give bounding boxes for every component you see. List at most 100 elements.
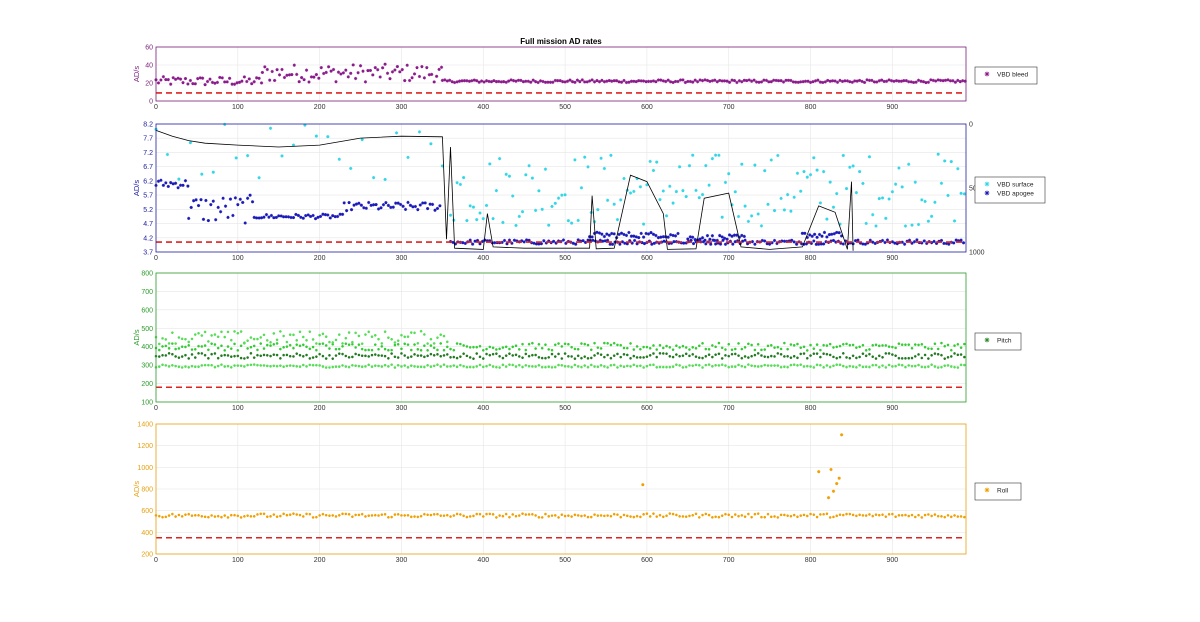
data-point xyxy=(498,347,501,351)
data-point xyxy=(600,232,604,236)
data-point xyxy=(714,515,717,519)
data-point xyxy=(779,196,783,200)
data-point xyxy=(299,215,303,219)
data-point xyxy=(259,354,263,358)
data-point xyxy=(275,364,279,368)
data-point xyxy=(532,241,536,245)
data-point xyxy=(817,470,821,474)
data-point xyxy=(963,355,966,359)
data-point xyxy=(250,200,255,204)
data-point xyxy=(932,239,936,243)
data-point xyxy=(894,364,897,368)
data-point xyxy=(622,78,626,83)
data-point xyxy=(760,515,763,519)
data-point xyxy=(708,237,712,241)
data-point xyxy=(314,72,318,77)
data-point xyxy=(176,76,180,80)
data-point xyxy=(900,514,904,517)
data-point xyxy=(817,232,822,237)
data-point xyxy=(393,513,397,516)
data-point xyxy=(887,345,891,348)
data-point xyxy=(315,342,318,345)
data-point xyxy=(678,78,683,82)
data-point xyxy=(760,364,763,368)
data-point xyxy=(305,353,308,357)
data-point xyxy=(792,240,796,244)
data-point xyxy=(681,78,685,82)
data-point xyxy=(204,198,208,203)
data-point xyxy=(556,239,561,243)
data-point xyxy=(655,348,659,351)
data-point xyxy=(668,346,672,349)
data-point xyxy=(164,344,168,348)
x-tick-label: 300 xyxy=(396,255,408,262)
data-point xyxy=(282,215,286,219)
data-point xyxy=(904,357,907,360)
data-point xyxy=(416,515,420,519)
data-point xyxy=(501,356,505,360)
data-point xyxy=(845,356,848,359)
data-point xyxy=(478,344,482,348)
data-point xyxy=(406,155,410,159)
data-point xyxy=(884,216,888,220)
data-point xyxy=(838,363,842,367)
data-point xyxy=(910,241,914,245)
data-point xyxy=(642,222,646,226)
data-point xyxy=(769,354,773,358)
data-point xyxy=(881,513,884,517)
data-point xyxy=(737,363,740,367)
data-point xyxy=(164,77,168,82)
data-point xyxy=(207,348,210,352)
data-point xyxy=(625,353,629,357)
data-point xyxy=(346,75,350,79)
data-point xyxy=(336,214,340,219)
data-point xyxy=(367,363,371,367)
data-point xyxy=(367,200,371,205)
data-point xyxy=(940,515,943,518)
data-point xyxy=(272,353,276,356)
data-point xyxy=(573,347,577,351)
data-point xyxy=(504,345,508,349)
data-point xyxy=(711,516,714,519)
data-point xyxy=(796,80,800,84)
data-point xyxy=(871,240,875,244)
data-point xyxy=(190,353,194,356)
data-point xyxy=(452,355,456,359)
data-point xyxy=(186,184,190,188)
data-point xyxy=(465,515,469,519)
data-point xyxy=(897,342,901,346)
data-point xyxy=(763,239,767,243)
data-point xyxy=(406,513,410,517)
data-point xyxy=(678,515,681,518)
data-point xyxy=(579,186,584,190)
data-point xyxy=(639,79,643,83)
data-point xyxy=(681,188,685,193)
data-point xyxy=(475,352,479,355)
data-point xyxy=(388,77,392,81)
data-point xyxy=(825,344,829,347)
data-point xyxy=(269,344,272,347)
data-point xyxy=(688,514,691,518)
data-point xyxy=(956,366,960,369)
data-point xyxy=(387,365,390,368)
data-point xyxy=(831,489,836,493)
data-point xyxy=(507,238,512,242)
data-point xyxy=(174,77,178,81)
data-point xyxy=(883,240,887,245)
data-point xyxy=(331,365,335,369)
data-point xyxy=(691,235,695,239)
data-point xyxy=(475,218,479,222)
data-point xyxy=(383,330,387,334)
data-point xyxy=(370,353,374,357)
data-point xyxy=(405,63,409,67)
data-point xyxy=(275,353,279,357)
data-point xyxy=(645,512,649,515)
data-point xyxy=(377,514,380,517)
data-point xyxy=(220,344,223,348)
data-point xyxy=(769,515,773,519)
y-tick-label: 300 xyxy=(141,363,153,370)
data-point xyxy=(678,354,681,358)
data-point xyxy=(715,80,719,84)
data-point xyxy=(505,242,509,246)
data-point xyxy=(786,347,789,351)
